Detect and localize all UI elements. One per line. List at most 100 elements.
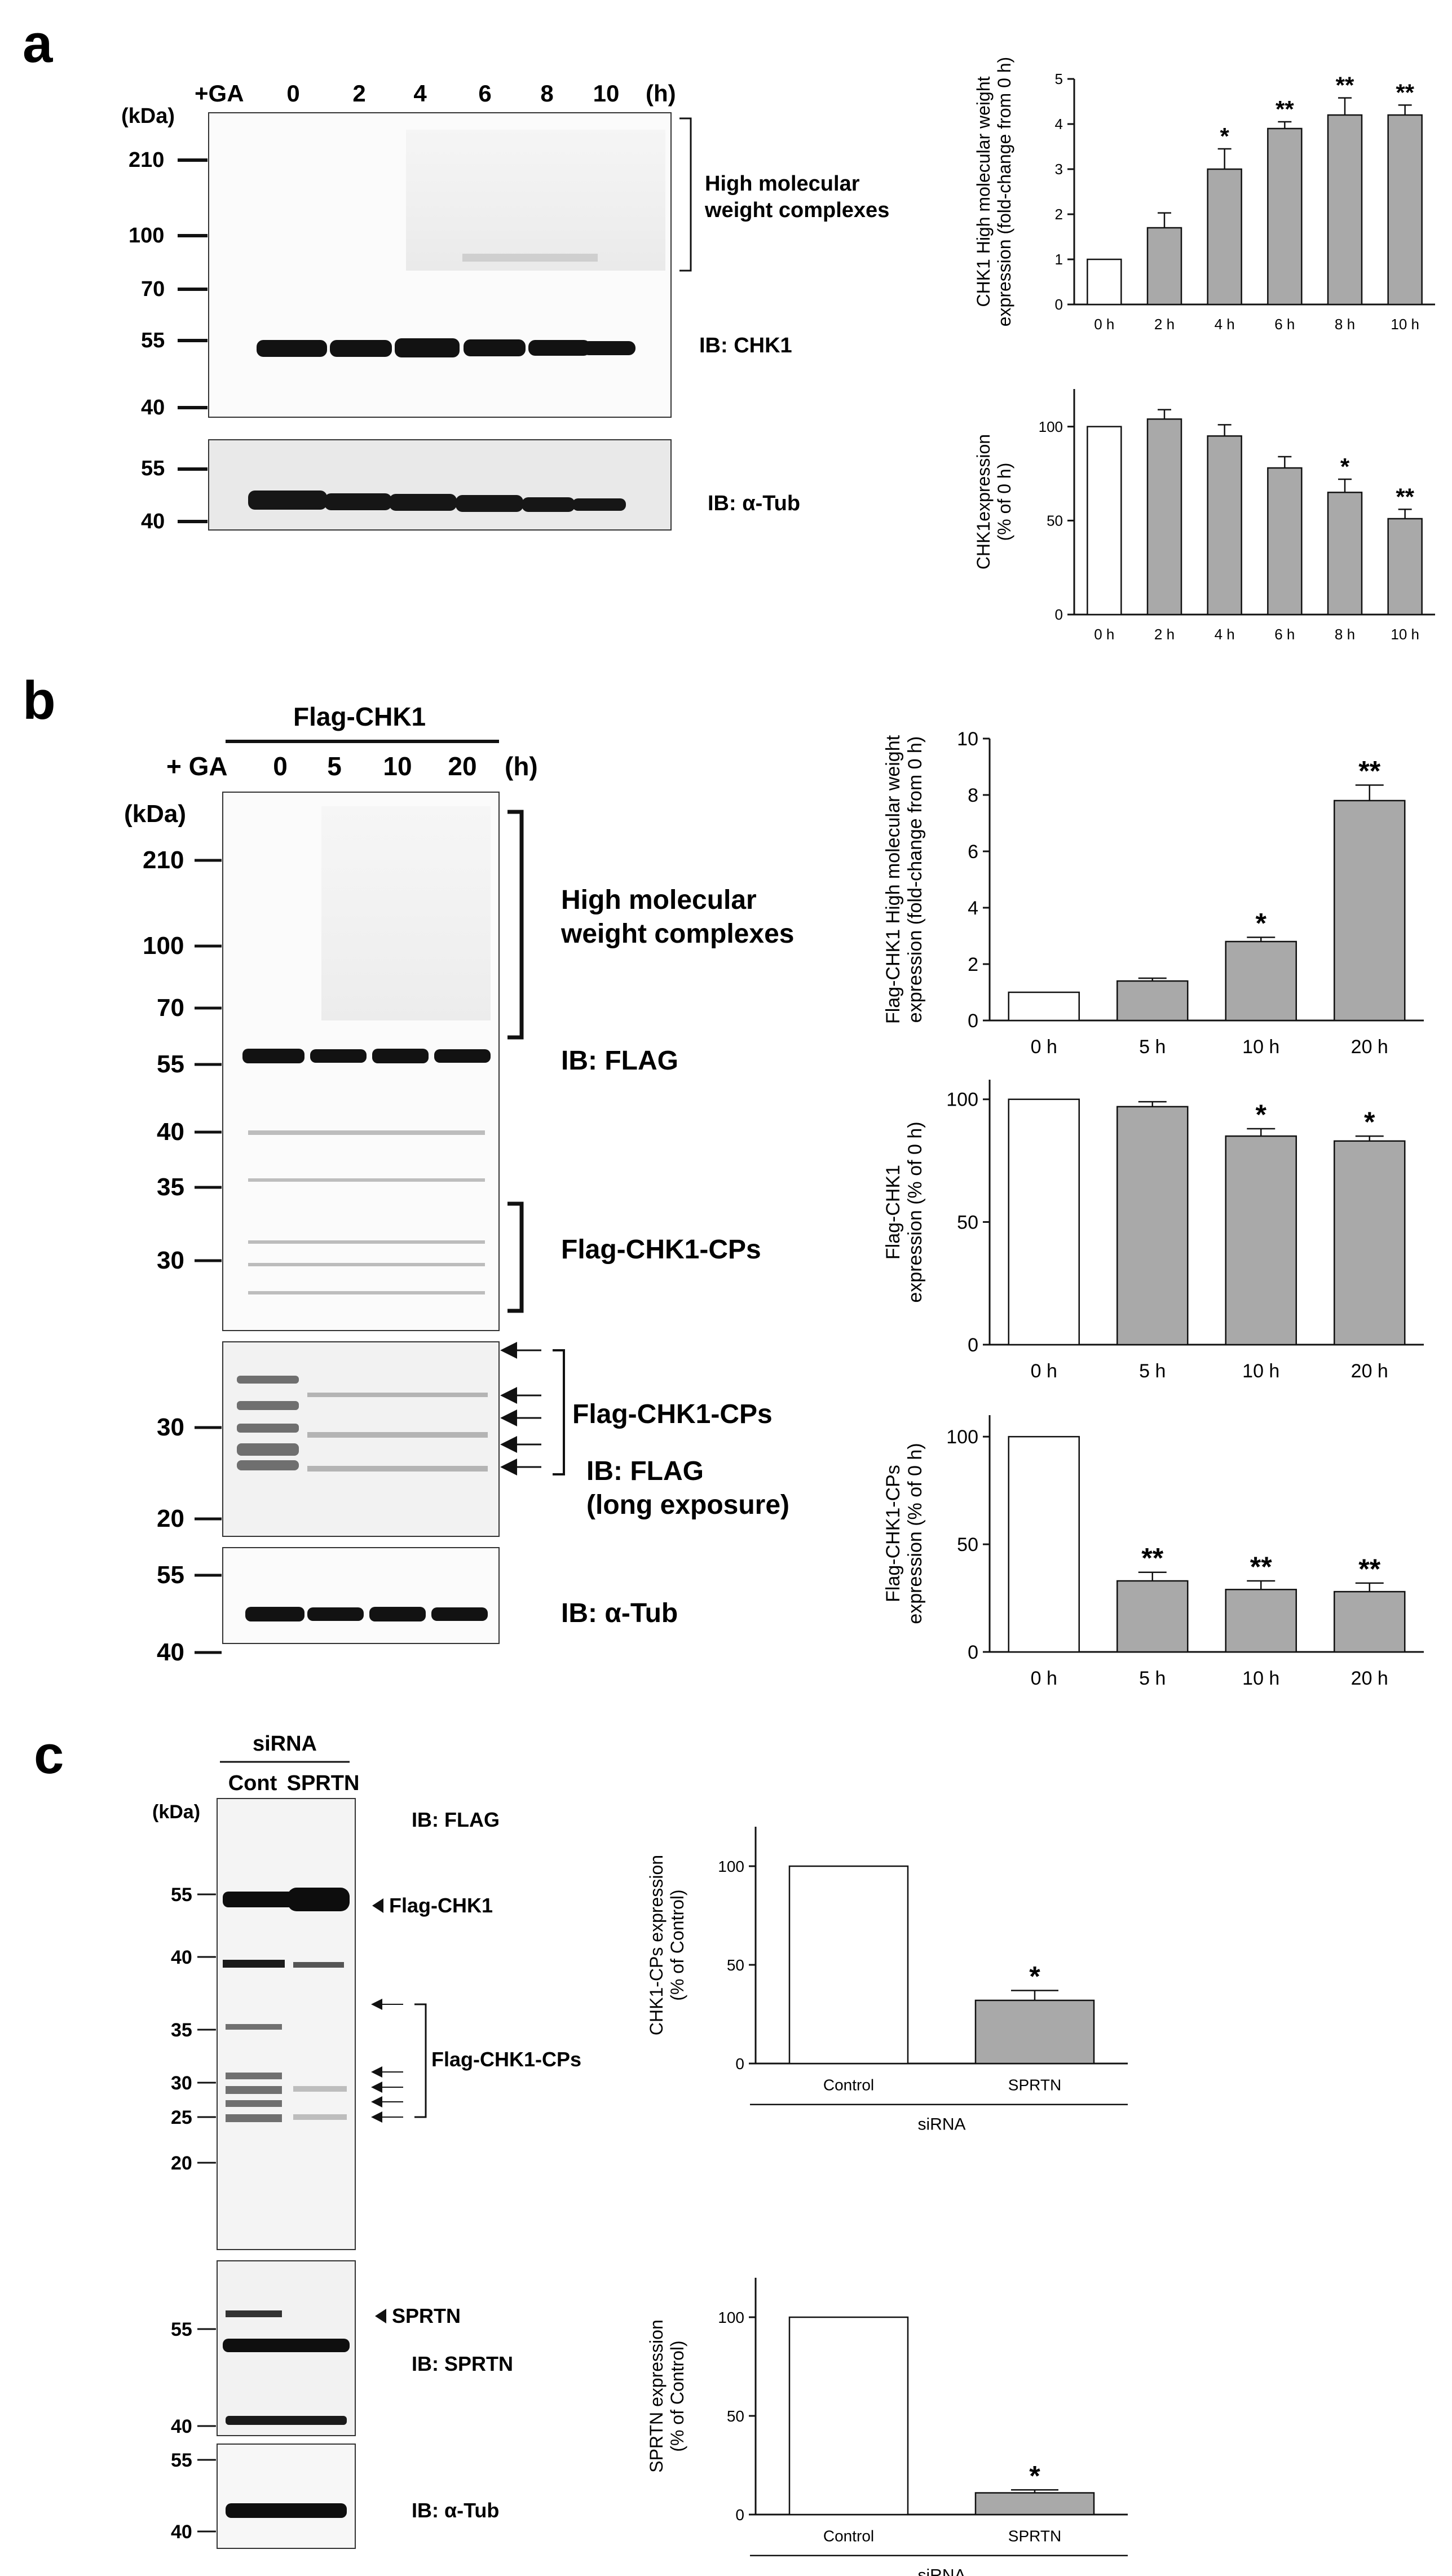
y-tick-label: 0 [968, 1642, 978, 1663]
panel-a-kda-label: (kDa) [121, 104, 175, 128]
panel-a-letter: a [23, 14, 53, 74]
y-axis-label-line: (% of Control) [667, 1889, 687, 2000]
y-axis-label-line: CHK1-CPs expression [646, 1855, 667, 2035]
panel-a-blot-tub [208, 439, 672, 531]
bar-chart-c-sprtn: 0 50 100 SPRTN expression(% of Control) Cont… [646, 2278, 1128, 2576]
x-tick-label: 10 h [1242, 1360, 1279, 1382]
bar [1146, 418, 1182, 616]
marker-label: 70 [141, 277, 165, 301]
bar [974, 2492, 1095, 2516]
marker-label: 35 [171, 2020, 192, 2041]
bar [1387, 114, 1423, 306]
significance-marker: * [1340, 453, 1350, 480]
significance-marker: ** [1396, 483, 1414, 510]
panel-a-tub-markers: 55 40 [141, 457, 208, 533]
panel-c-sirna-label: siRNA [253, 1732, 317, 1756]
y-tick-label: 2 [968, 954, 978, 975]
significance-marker: ** [1358, 755, 1380, 787]
marker-label: 70 [157, 994, 184, 1022]
panel-c-blot-flag [217, 1798, 356, 2250]
significance-marker: * [1220, 123, 1229, 149]
x-tick-label: Control [823, 2076, 874, 2094]
bar [1087, 258, 1122, 306]
panel-c-cps-bracket [414, 2003, 427, 2118]
x-tick-label: 20 h [1351, 1668, 1388, 1689]
panel-c-tub-markers: 55 40 [171, 2450, 216, 2543]
significance-marker: ** [1276, 96, 1294, 122]
bar [1267, 127, 1303, 306]
y-axis-label: CHK1-CPs expression(% of Control) [646, 1855, 687, 2035]
bar [1225, 1135, 1297, 1346]
x-group-label: siRNA [917, 2115, 965, 2134]
marker-label: 55 [141, 329, 165, 352]
y-tick-label: 0 [735, 2506, 744, 2524]
panel-b-ib-flag: IB: FLAG [561, 1046, 678, 1076]
y-tick-label: 2 [1055, 206, 1063, 223]
panel-c-blot-tub [217, 2444, 356, 2549]
panel-a-ib-chk1: IB: CHK1 [699, 334, 792, 357]
y-tick-label: 3 [1055, 161, 1063, 178]
marker-label: 30 [157, 1413, 184, 1441]
y-tick-label: 0 [968, 1335, 978, 1356]
bar [1207, 168, 1242, 306]
y-tick-label: 100 [946, 1089, 978, 1111]
y-axis-label-line: expression (% of 0 h) [904, 1443, 926, 1624]
significance-marker: * [1029, 2460, 1040, 2491]
marker-label: 55 [171, 2319, 192, 2340]
y-axis-label: Flag-CHK1 High molecular weightexpressio… [882, 735, 926, 1024]
marker-label: 40 [171, 2416, 192, 2437]
bar-chart-b-flag: 0 50 100 Flag-CHK1expression (% of 0 h) 0 h 5… [882, 1080, 1424, 1382]
panel-c-ib-flag: IB: FLAG [412, 1808, 500, 1831]
y-tick-label: 0 [1055, 606, 1063, 623]
x-tick-label: 2 h [1154, 316, 1175, 333]
y-tick-label: 50 [957, 1212, 978, 1233]
bar [1387, 518, 1423, 616]
y-axis-label: Flag-CHK1expression (% of 0 h) [882, 1121, 926, 1302]
y-tick-label: 50 [1047, 512, 1063, 529]
bar [1225, 940, 1297, 1022]
panel-b-long-cps-label: Flag-CHK1-CPs [572, 1399, 773, 1429]
panel-b-ib-long: IB: FLAG [586, 1456, 704, 1486]
x-tick-label: 0 h [1094, 316, 1114, 333]
panel-b-bracket [507, 810, 524, 1040]
panel-b-long-markers: 30 20 [157, 1413, 222, 1532]
y-axis-label-line: Flag-CHK1 High molecular weight [882, 735, 904, 1024]
panel-a-bracket-label: weight complexes [704, 198, 889, 222]
marker-label: 20 [157, 1505, 184, 1532]
y-tick-label: 1 [1055, 251, 1063, 268]
bar-chart-a-hmw: 0 1 2 3 4 5 CHK1 High molecular weightexpressi… [973, 57, 1435, 333]
panel-a-ib-tub: IB: α-Tub [708, 492, 800, 515]
panel-a-bracket [679, 117, 692, 272]
marker-label: 30 [171, 2073, 192, 2094]
bar [1146, 227, 1182, 306]
panel-b-long-bracket [553, 1349, 565, 1475]
panel-b-blot-flag [222, 792, 500, 1331]
marker-label: 55 [157, 1050, 184, 1078]
y-tick-label: 4 [968, 898, 978, 919]
y-axis-label-line: Flag-CHK1-CPs [882, 1465, 904, 1602]
y-axis-label-line: SPRTN expression [646, 2319, 667, 2473]
y-tick-label: 0 [968, 1010, 978, 1032]
panel-c-flag-arrowhead [372, 1898, 383, 1913]
panel-a-blot-chk1 [208, 112, 672, 418]
bar [1207, 435, 1242, 616]
y-axis-label-line: expression (fold-change from 0 h) [904, 736, 926, 1023]
panel-b-letter: b [23, 670, 56, 731]
panel-a-unit: (h) [646, 80, 676, 107]
panel-c-flag-chk1: Flag-CHK1 [389, 1894, 493, 1917]
panel-a-lane: 2 [352, 80, 365, 107]
y-axis-label-line: CHK1 High molecular weight [973, 76, 994, 307]
x-tick-label: 4 h [1215, 626, 1235, 643]
significance-marker: ** [1358, 1553, 1380, 1585]
x-tick-label: 6 h [1274, 626, 1295, 643]
bar [1334, 1590, 1406, 1653]
x-tick-label: 10 h [1391, 316, 1419, 333]
x-tick-label: 20 h [1351, 1360, 1388, 1382]
panel-b-bracket-label: High molecular [561, 885, 757, 915]
y-tick-label: 0 [735, 2055, 744, 2073]
y-tick-label: 10 [957, 728, 978, 750]
significance-marker: ** [1336, 72, 1354, 99]
panel-c-kda-label: (kDa) [152, 1801, 200, 1823]
panel-a-lane: 4 [413, 80, 427, 107]
